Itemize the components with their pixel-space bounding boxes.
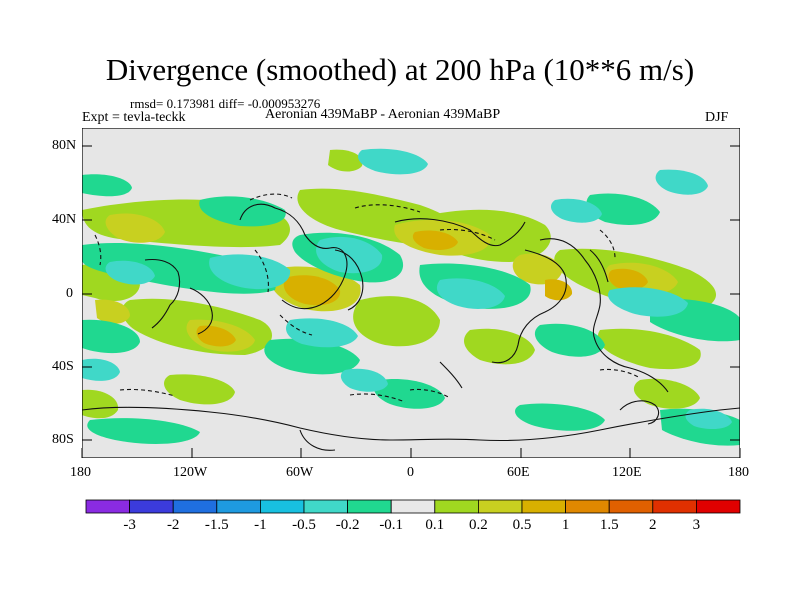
colorbar-swatch — [477, 499, 523, 514]
lon-tick-label: 120E — [612, 465, 642, 480]
colorbar-label: 0.5 — [512, 517, 532, 533]
colorbar-swatch — [521, 499, 566, 514]
colorbar-swatch — [172, 499, 218, 514]
colorbar-swatch — [85, 499, 130, 514]
positive-large-regions — [196, 230, 648, 347]
colorbar-swatch — [216, 499, 261, 514]
colorbar-swatch — [129, 499, 174, 514]
lat-tick-label: 0 — [66, 286, 73, 301]
colorbar-swatch — [608, 499, 654, 514]
plot-title: Divergence (smoothed) at 200 hPa (10**6 … — [105, 52, 695, 87]
colorbar-label: -0.5 — [292, 517, 316, 533]
comparison-label: Aeronian 439MaBP - Aeronian 439MaBP — [265, 107, 501, 122]
coastline-dashes — [94, 193, 641, 403]
lon-tick-label: 180 — [728, 465, 749, 480]
colorbar-label: 2 — [649, 517, 657, 533]
lon-tick-label: 180 — [70, 465, 91, 480]
colorbar-swatch — [696, 499, 741, 514]
lat-tick-label: 40S — [52, 359, 74, 374]
colorbar-swatch — [259, 499, 305, 514]
colorbar-label: 1.5 — [599, 517, 619, 533]
colorbar-label: 0.1 — [425, 517, 445, 533]
colorbar-label: -2 — [166, 517, 180, 533]
colorbar — [85, 499, 741, 514]
colorbar-label: -1.5 — [204, 517, 229, 533]
colorbar-swatch — [434, 499, 479, 514]
colorbar-swatch — [303, 499, 348, 514]
colorbar-label: -3 — [123, 517, 136, 533]
stats-text: rmsd= 0.173981 diff= -0.000953276 — [130, 96, 321, 111]
lon-tick-label: 60W — [286, 465, 314, 480]
colorbar-label: 3 — [692, 517, 701, 533]
lon-tick-label: 60E — [507, 465, 530, 480]
colorbar-swatch — [347, 499, 392, 514]
colorbar-label: -0.1 — [379, 517, 404, 533]
experiment-label: Expt = tevla-teckk — [82, 110, 186, 125]
colorbar-label: 1 — [561, 517, 570, 533]
lat-tick-label: 80N — [52, 138, 77, 153]
continent-outlines — [82, 203, 740, 451]
colorbar-swatch — [565, 499, 610, 514]
negative-medium-regions — [82, 148, 732, 430]
lat-tick-label: 40N — [52, 212, 77, 227]
colorbar-label: 0.2 — [469, 517, 488, 533]
lat-tick-label: 80S — [52, 432, 74, 447]
colorbar-label: -1 — [254, 517, 267, 533]
colorbar-swatch — [390, 499, 436, 514]
season-label: DJF — [705, 110, 729, 125]
axis-tick-marks — [81, 145, 741, 458]
lon-tick-label: 0 — [407, 465, 414, 480]
colorbar-swatch — [652, 499, 697, 514]
lon-tick-label: 120W — [173, 465, 208, 480]
colorbar-label: -0.2 — [335, 517, 360, 533]
